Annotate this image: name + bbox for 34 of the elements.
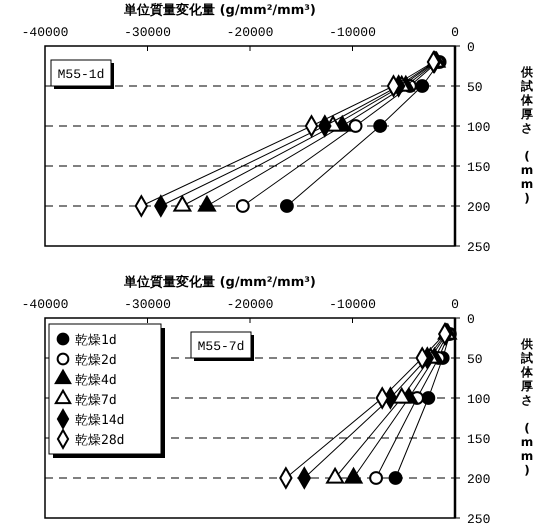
x-tick-label: -20000 [226, 25, 274, 40]
annotation: M55-7d [198, 339, 244, 354]
y-tick-label: 150 [467, 160, 490, 175]
x-tick-label: -40000 [22, 297, 68, 312]
x-tick-label: -40000 [22, 25, 68, 40]
text: 供試体厚さ (mm) [520, 337, 534, 477]
legend-label: 乾燥4d [75, 373, 117, 388]
y-tick-label: 200 [467, 472, 490, 487]
legend-label: 乾燥7d [75, 393, 117, 408]
y-tick-label: 250 [467, 240, 490, 255]
y-tick-label: 200 [467, 200, 490, 215]
legend-label: 乾燥14d [75, 413, 124, 428]
x-tick-label: -20000 [226, 297, 274, 312]
x-tick-label: -30000 [124, 25, 171, 40]
y-tick-label: 50 [467, 352, 483, 367]
y-tick-label: 100 [467, 392, 490, 407]
x-tick-label: -30000 [124, 297, 171, 312]
y-tick-label: 0 [467, 312, 475, 327]
legend-label: 乾燥1d [75, 333, 117, 348]
text: 供試体厚さ (mm) [520, 65, 534, 205]
y-tick-label: 100 [467, 120, 490, 135]
x-tick-label: -10000 [329, 297, 376, 312]
x-axis-title: 単位質量変化量 (g/mm²/mm³) [123, 2, 316, 18]
y-tick-label: 250 [467, 512, 490, 527]
x-tick-label: 0 [451, 25, 459, 40]
y-tick-label: 150 [467, 432, 490, 447]
x-axis-title: 単位質量変化量 (g/mm²/mm³) [123, 274, 316, 290]
x-tick-label: -10000 [329, 25, 376, 40]
x-tick-label: 0 [451, 297, 459, 312]
annotation: M55-1d [58, 67, 104, 82]
y-tick-label: 0 [467, 40, 475, 55]
y-tick-label: 50 [467, 80, 483, 95]
legend-label: 乾燥2d [75, 353, 117, 368]
legend-label: 乾燥28d [75, 433, 124, 448]
